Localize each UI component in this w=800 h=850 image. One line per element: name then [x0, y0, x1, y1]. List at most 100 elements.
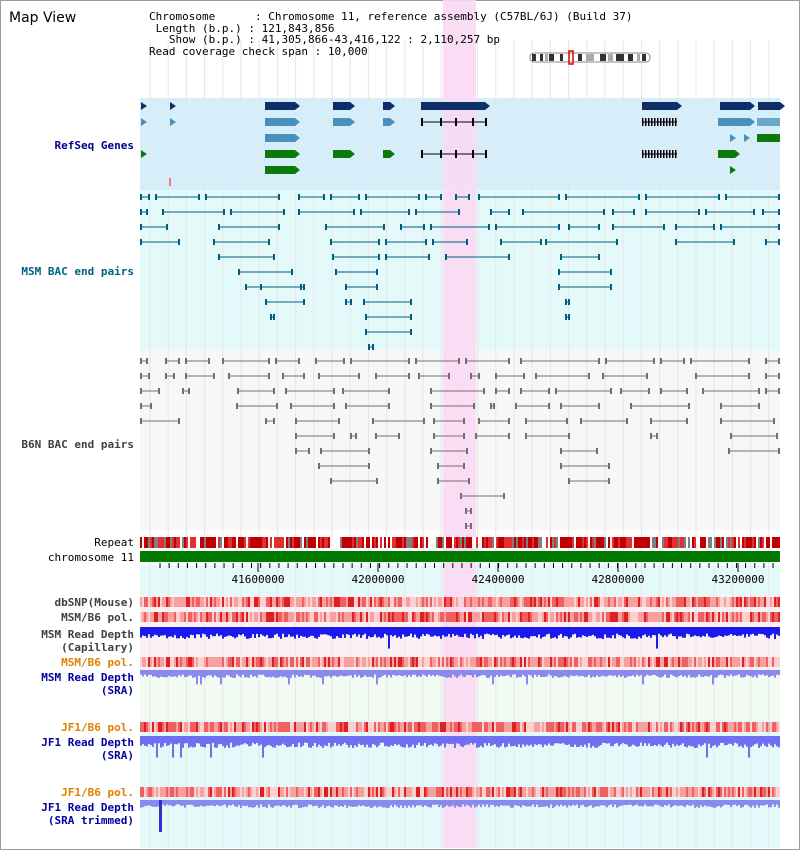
dbsnp-cell: [164, 597, 166, 607]
jf1-depth-trimmed-bar: [474, 800, 476, 808]
jf1-depth-trimmed-bar: [278, 800, 280, 806]
jf1-depth-bar: [766, 736, 768, 748]
msm-depth-capillary-bar: [328, 627, 330, 636]
b6n-bac-track[interactable]: [140, 358, 780, 529]
msm-depth-capillary-bar: [402, 627, 404, 635]
track-label-refseq[interactable]: RefSeq Genes: [54, 139, 134, 152]
msm-b6-pol-sra-cell: [624, 657, 626, 667]
dbsnp-cell: [480, 597, 482, 607]
jf1-b6-pol-trimmed-cell: [292, 787, 294, 797]
jf1-depth-trimmed-bar: [572, 800, 574, 805]
refseq-gene-track[interactable]: [141, 102, 785, 186]
jf1-depth-trimmed-bar: [548, 800, 550, 808]
repeat-track[interactable]: [140, 537, 780, 548]
dbsnp-cell: [630, 597, 632, 607]
dbsnp-cell: [576, 597, 578, 607]
jf1-b6-pol-cell: [470, 722, 472, 732]
jf1-b6-pol-trimmed-cell: [396, 787, 398, 797]
track-label-msm-b6-pol[interactable]: MSM/B6 pol.: [61, 611, 134, 624]
msm-depth-sra-bar: [440, 670, 442, 677]
dbsnp-cell: [512, 597, 514, 607]
msm-depth-sra-bar: [738, 670, 740, 675]
msm-depth-capillary-bar: [586, 627, 588, 638]
msm-depth-sra-bar: [220, 670, 222, 685]
jf1-depth-trimmed-bar: [208, 800, 210, 806]
msm-b6-pol-cell: [436, 612, 438, 622]
track-label-dbsnp[interactable]: dbSNP(Mouse): [54, 596, 134, 609]
jf1-b6-pol-cell: [598, 722, 600, 732]
jf1-b6-pol-trimmed-cell: [634, 787, 636, 797]
msm-b6-pol-cell: [472, 612, 474, 622]
repeat-segment: [632, 537, 634, 548]
msm-b6-pol-sra-cell: [754, 657, 756, 667]
jf1-b6-pol-trimmed-cell: [700, 787, 702, 797]
jf1-b6-pol-cell: [612, 722, 614, 732]
jf1-b6-pol-trimmed-cell: [500, 787, 502, 797]
jf1-depth-trimmed-bar: [432, 800, 434, 805]
msm-bac-pair-end: [325, 224, 327, 230]
gene-arrow: [390, 150, 395, 158]
msm-depth-sra-bar: [582, 670, 584, 677]
jf1-depth-trimmed-bar: [326, 800, 328, 807]
jf1-b6-pol-trimmed-cell: [686, 787, 688, 797]
track-label-msm-b6-pol-sra[interactable]: MSM/B6 pol.: [61, 656, 134, 669]
msm-depth-capillary-bar: [752, 627, 754, 634]
jf1-depth-trimmed-bar: [274, 800, 276, 806]
msm-depth-capillary-bar: [194, 627, 196, 639]
jf1-depth-trimmed-bar: [302, 800, 304, 808]
msm-depth-capillary-bar: [256, 627, 258, 634]
msm-bac-track[interactable]: [140, 194, 780, 350]
read-depth-tracks[interactable]: [140, 627, 780, 832]
jf1-depth-bar: [316, 736, 318, 748]
jf1-b6-pol-cell: [528, 722, 530, 732]
track-label-jf1-depth-trimmed[interactable]: JF1 Read Depth (SRA trimmed): [41, 801, 134, 827]
heatmap-tracks[interactable]: [140, 597, 780, 797]
msm-depth-sra-bar: [166, 670, 168, 678]
msm-b6-pol-cell: [476, 612, 478, 622]
msm-bac-pair-end: [223, 209, 225, 215]
jf1-b6-pol-cell: [376, 722, 378, 732]
jf1-depth-bar: [690, 736, 692, 747]
msm-bac-pair-end: [155, 194, 157, 200]
msm-depth-capillary-bar: [738, 627, 740, 636]
msm-depth-sra-bar: [210, 670, 212, 676]
dbsnp-cell: [314, 597, 316, 607]
jf1-depth-trimmed-bar: [340, 800, 342, 807]
msm-b6-pol-sra-cell: [276, 657, 278, 667]
track-label-msm-depth-capillary[interactable]: MSM Read Depth (Capillary): [41, 628, 134, 654]
chromosome-ideogram[interactable]: [529, 50, 651, 65]
msm-b6-pol-cell: [154, 612, 156, 622]
repeat-segment: [600, 537, 602, 548]
jf1-b6-pol-cell: [498, 722, 500, 732]
jf1-b6-pol-trimmed-cell: [204, 787, 206, 797]
b6n-bac-pair-end: [525, 418, 527, 424]
repeat-segment: [606, 537, 608, 548]
msm-b6-pol-cell: [202, 612, 204, 622]
ideogram-band: [532, 54, 536, 61]
dbsnp-cell: [588, 597, 590, 607]
jf1-depth-trimmed-bar: [642, 800, 644, 807]
msm-depth-capillary-bar: [436, 627, 438, 637]
msm-b6-pol-sra-cell: [306, 657, 308, 667]
jf1-b6-pol-cell: [774, 722, 776, 732]
b6n-bac-pair-end: [535, 373, 537, 379]
track-label-jf1-b6-pol-trimmed[interactable]: JF1/B6 pol.: [61, 786, 134, 799]
jf1-depth-bar: [198, 736, 200, 744]
track-label-jf1-b6-pol[interactable]: JF1/B6 pol.: [61, 721, 134, 734]
track-label-msm-depth-sra[interactable]: MSM Read Depth (SRA): [41, 671, 134, 697]
jf1-b6-pol-trimmed-cell: [676, 787, 678, 797]
jf1-depth-trimmed-bar: [268, 800, 270, 805]
dbsnp-cell: [172, 597, 174, 607]
track-label-b6n-bac[interactable]: B6N BAC end pairs: [21, 438, 134, 451]
track-label-msm-bac[interactable]: MSM BAC end pairs: [21, 265, 134, 278]
jf1-b6-pol-trimmed-cell: [248, 787, 250, 797]
dbsnp-cell: [226, 597, 228, 607]
msm-b6-pol-sra-cell: [254, 657, 256, 667]
jf1-b6-pol-cell: [650, 722, 652, 732]
track-label-jf1-depth[interactable]: JF1 Read Depth (SRA): [41, 736, 134, 762]
jf1-b6-pol-cell: [252, 722, 254, 732]
dbsnp-cell: [288, 597, 290, 607]
dbsnp-cell: [236, 597, 238, 607]
jf1-depth-trimmed-bar: [546, 800, 548, 807]
